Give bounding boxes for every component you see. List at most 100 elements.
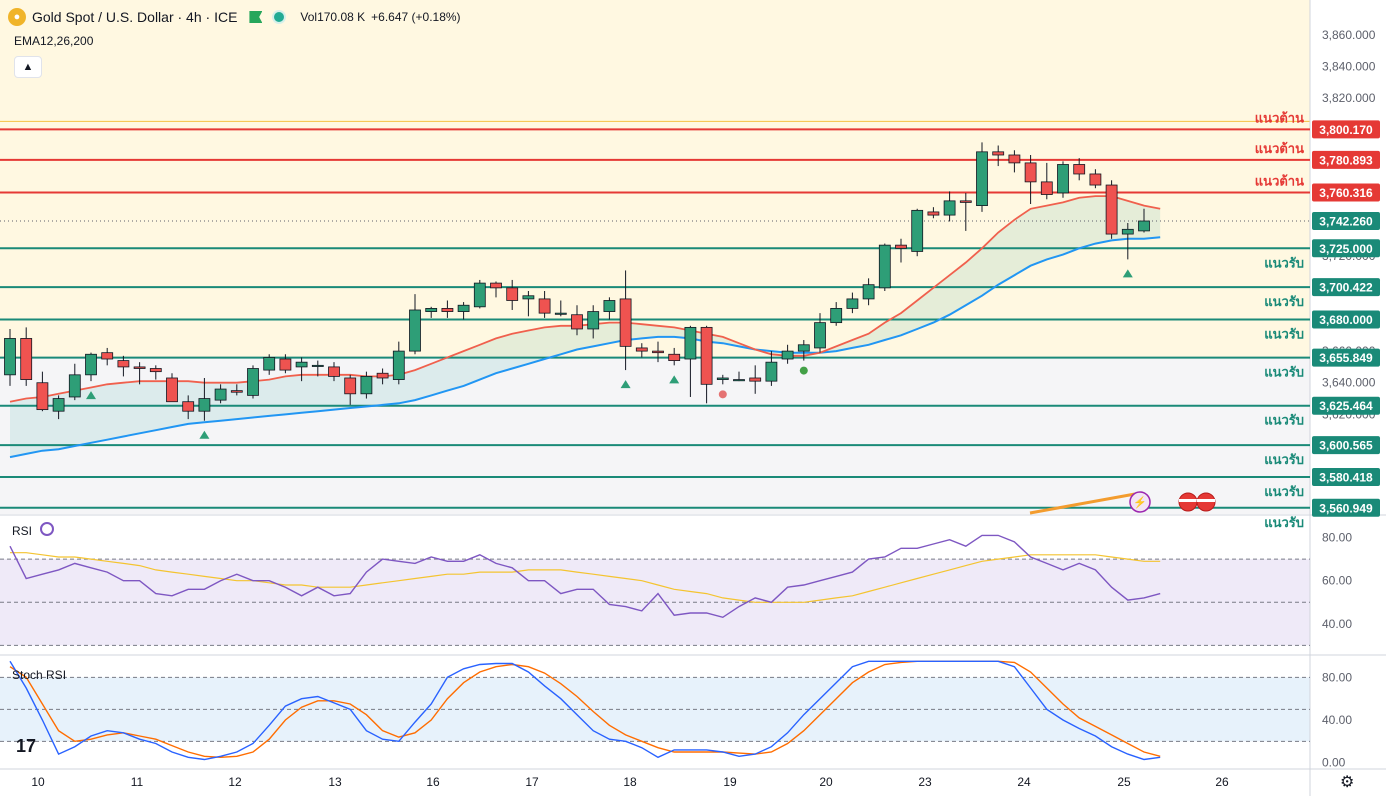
candle-down[interactable] bbox=[538, 298, 551, 314]
candle-up[interactable] bbox=[1138, 220, 1150, 232]
candle-down[interactable] bbox=[441, 307, 454, 312]
candle-up[interactable] bbox=[797, 344, 810, 352]
resistance-price-badge: 3,780.893 bbox=[1319, 153, 1373, 167]
candle-up[interactable] bbox=[846, 298, 859, 309]
candle-up[interactable] bbox=[457, 304, 470, 312]
ema200-line[interactable] bbox=[1029, 492, 1136, 515]
candle-up[interactable] bbox=[198, 398, 211, 412]
candle-down[interactable] bbox=[344, 377, 357, 395]
ema-cloud-fill bbox=[10, 196, 1161, 458]
stoch-k-line[interactable] bbox=[9, 660, 1161, 761]
candle-up[interactable] bbox=[733, 379, 745, 382]
candle-up[interactable] bbox=[587, 311, 600, 330]
lightning-event-icon[interactable] bbox=[1129, 491, 1151, 513]
candle-up[interactable] bbox=[830, 307, 843, 324]
candle-up[interactable] bbox=[1057, 164, 1069, 194]
support-text: แนวรับ bbox=[1264, 326, 1304, 341]
candle-down[interactable] bbox=[992, 151, 1005, 156]
candle-down[interactable] bbox=[230, 390, 243, 393]
refresh-icon[interactable] bbox=[40, 522, 54, 536]
candle-down[interactable] bbox=[1008, 154, 1021, 164]
ema-indicator-label[interactable]: EMA12,26,200 bbox=[14, 34, 94, 48]
collapse-icon[interactable]: ▲ bbox=[14, 56, 42, 78]
candle-down[interactable] bbox=[749, 377, 762, 382]
candle-up[interactable] bbox=[425, 307, 438, 312]
candle-down[interactable] bbox=[182, 401, 195, 412]
candle-up[interactable] bbox=[409, 309, 421, 352]
candle-up[interactable] bbox=[4, 338, 16, 376]
candle-up[interactable] bbox=[311, 364, 324, 367]
candle-down[interactable] bbox=[279, 358, 292, 371]
candle-down[interactable] bbox=[328, 366, 340, 377]
candle-up[interactable] bbox=[554, 312, 567, 315]
candle-down[interactable] bbox=[668, 353, 681, 361]
candle-down[interactable] bbox=[36, 382, 49, 411]
candle-up[interactable] bbox=[263, 357, 276, 371]
candle-up[interactable] bbox=[814, 322, 826, 349]
candle-down[interactable] bbox=[700, 326, 713, 385]
rsi-line[interactable] bbox=[9, 534, 1161, 619]
candle-up[interactable] bbox=[1121, 228, 1134, 235]
candle-down[interactable] bbox=[1073, 164, 1086, 175]
change-readout: +6.647 (+0.18%) bbox=[371, 10, 461, 24]
candle-up[interactable] bbox=[684, 326, 697, 360]
signal-triangle-marker bbox=[620, 380, 631, 389]
candle-up[interactable] bbox=[522, 295, 535, 300]
candle-down[interactable] bbox=[20, 338, 33, 380]
candle-up[interactable] bbox=[247, 368, 259, 396]
candle-up[interactable] bbox=[976, 151, 988, 207]
candle-down[interactable] bbox=[490, 282, 502, 289]
candle-up[interactable] bbox=[473, 282, 486, 308]
candle-down[interactable] bbox=[506, 287, 519, 301]
time-tick-label: 23 bbox=[918, 775, 932, 789]
resistance-text: แนวต้าน bbox=[1255, 141, 1304, 156]
candle-up[interactable] bbox=[360, 376, 373, 395]
candle-down[interactable] bbox=[1089, 173, 1102, 186]
stoch-pane-title[interactable]: Stoch RSI bbox=[12, 668, 67, 682]
candle-down[interactable] bbox=[1105, 184, 1118, 235]
candle-down[interactable] bbox=[133, 366, 146, 369]
candle-down[interactable] bbox=[635, 347, 648, 352]
rsi-pane-title[interactable]: RSI bbox=[12, 524, 33, 538]
candle-down[interactable] bbox=[927, 211, 940, 216]
candle-down[interactable] bbox=[101, 352, 114, 360]
symbol-title[interactable]: Gold Spot / U.S. Dollar · 4h · ICE bbox=[32, 9, 238, 25]
candle-up[interactable] bbox=[716, 377, 729, 380]
candle-down[interactable] bbox=[166, 377, 178, 403]
gold-coin-icon: ● bbox=[8, 8, 26, 26]
candle-down[interactable] bbox=[619, 298, 632, 347]
candle-up[interactable] bbox=[85, 353, 97, 376]
candle-down[interactable] bbox=[149, 368, 162, 373]
candle-up[interactable] bbox=[68, 374, 81, 398]
candle-up[interactable] bbox=[295, 361, 308, 368]
candle-up[interactable] bbox=[862, 284, 875, 300]
candle-up[interactable] bbox=[911, 209, 924, 252]
candle-up[interactable] bbox=[52, 398, 65, 412]
candle-down[interactable] bbox=[571, 314, 583, 330]
candle-up[interactable] bbox=[943, 200, 956, 216]
support-price-badge-bg bbox=[1312, 239, 1380, 258]
candle-down[interactable] bbox=[1040, 181, 1053, 195]
support-price-badge: 3,580.418 bbox=[1319, 470, 1373, 484]
ema26-line[interactable] bbox=[9, 236, 1161, 459]
candle-up[interactable] bbox=[214, 388, 227, 401]
support-price-badge: 3,725.000 bbox=[1319, 242, 1373, 256]
candle-down[interactable] bbox=[652, 350, 664, 354]
flag-icon[interactable] bbox=[249, 11, 263, 23]
settings-icon[interactable]: ⚙ bbox=[1340, 774, 1355, 791]
candle-down[interactable] bbox=[895, 244, 907, 249]
candle-up[interactable] bbox=[781, 350, 794, 360]
candle-down[interactable] bbox=[1024, 162, 1037, 183]
candle-down[interactable] bbox=[117, 360, 130, 368]
candle-up[interactable] bbox=[878, 244, 891, 289]
candle-down[interactable] bbox=[376, 372, 389, 379]
rsi-ma-line[interactable] bbox=[10, 552, 1161, 603]
candle-up[interactable] bbox=[765, 361, 778, 382]
candle-up[interactable] bbox=[392, 350, 405, 380]
ema12-line[interactable] bbox=[9, 195, 1161, 403]
candle-down[interactable] bbox=[959, 200, 972, 203]
candle-up[interactable] bbox=[603, 300, 616, 312]
stoch-tick-label: 40.00 bbox=[1322, 713, 1352, 727]
